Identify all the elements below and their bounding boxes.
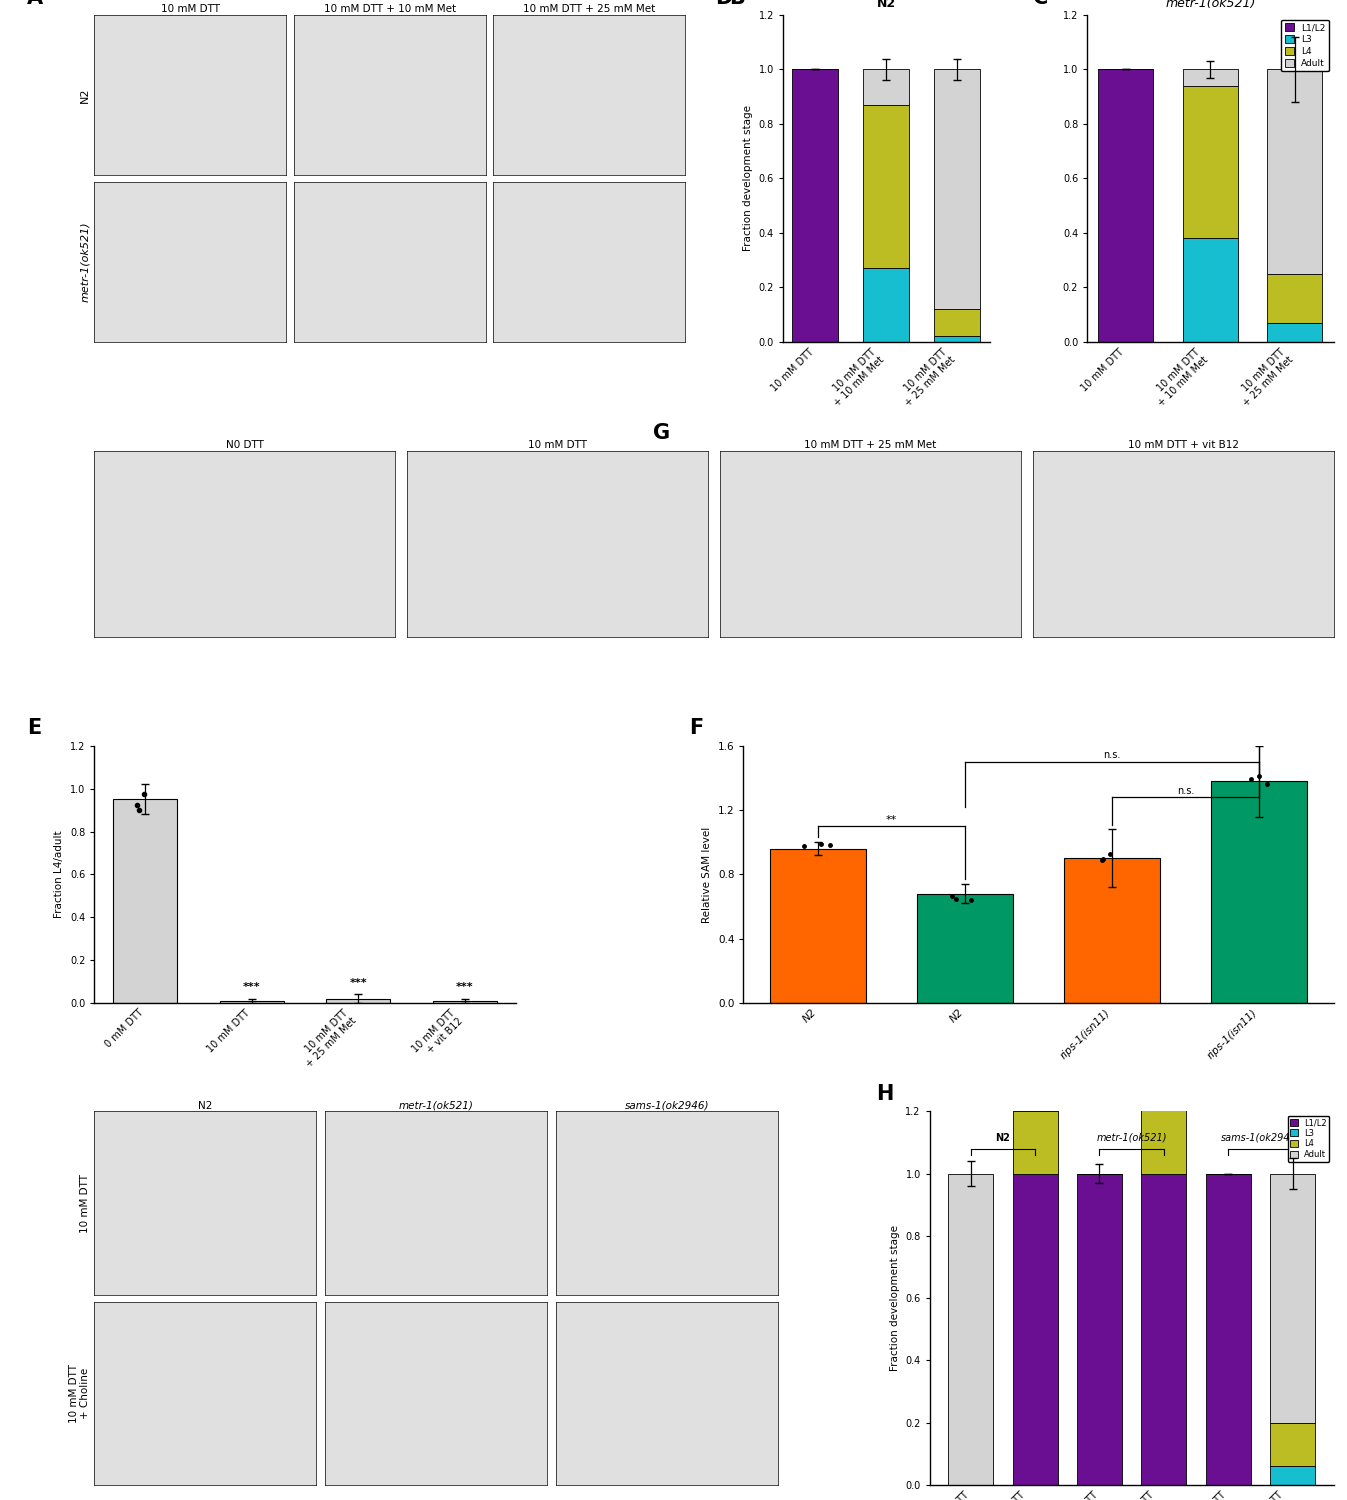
Title: N0 DTT: N0 DTT [226,440,264,450]
Title: N2: N2 [877,0,896,9]
Y-axis label: Relative SAM level: Relative SAM level [702,827,713,922]
Bar [935,69,981,309]
Legend: L1/L2, L3, L4, Adult: L1/L2, L3, L4, Adult [1281,20,1329,72]
Y-axis label: Fraction development stage: Fraction development stage [744,105,753,252]
Bar [1268,322,1323,342]
Bar [770,849,866,1004]
Text: C: C [1033,0,1048,8]
Title: sams-1(ok2946): sams-1(ok2946) [625,1101,709,1110]
Bar [863,105,909,268]
Bar [1183,238,1238,342]
Bar [1013,1112,1057,1173]
Title: metr-1(ok521): metr-1(ok521) [399,1101,473,1110]
Legend: L1/L2, L3, L4, Adult: L1/L2, L3, L4, Adult [1288,1116,1329,1161]
Text: metr-1(ok521): metr-1(ok521) [1096,1132,1167,1143]
Text: H: H [876,1084,893,1104]
Y-axis label: 10 mM DTT: 10 mM DTT [79,1173,90,1233]
Bar [1141,862,1187,1106]
Bar [1013,1173,1057,1485]
Bar [1211,782,1307,1004]
Title: metr-1(ok521): metr-1(ok521) [1165,0,1255,9]
Bar [1141,1173,1187,1485]
Bar [1270,1173,1315,1422]
Text: ***: *** [455,982,474,992]
Text: ***: *** [242,982,260,992]
Y-axis label: N2: N2 [79,87,90,104]
Bar [1183,86,1238,238]
Y-axis label: Fraction development stage: Fraction development stage [890,1226,900,1371]
Bar [935,309,981,336]
Y-axis label: 10 mM DTT
+ Choline: 10 mM DTT + Choline [69,1364,90,1424]
Bar [432,1000,497,1004]
Bar [1206,1173,1251,1485]
Y-axis label: metr-1(ok521): metr-1(ok521) [79,222,90,302]
Bar [1098,69,1153,342]
Text: G: G [652,423,669,442]
Bar [1268,274,1323,322]
Text: F: F [690,718,703,738]
Bar [1183,69,1238,86]
Title: 10 mM DTT: 10 mM DTT [528,440,587,450]
Title: N2: N2 [198,1101,213,1110]
Bar [1268,69,1323,274]
Title: 10 mM DTT + 10 mM Met: 10 mM DTT + 10 mM Met [323,4,455,13]
Bar [863,268,909,342]
Title: 10 mM DTT + vit B12: 10 mM DTT + vit B12 [1127,440,1239,450]
Bar [1270,1422,1315,1467]
Bar [1270,1467,1315,1485]
Title: 10 mM DTT + 25 mM Met: 10 mM DTT + 25 mM Met [804,440,936,450]
Text: B: B [729,0,745,8]
Text: sams-1(ok2946): sams-1(ok2946) [1220,1132,1300,1143]
Title: 10 mM DTT: 10 mM DTT [160,4,220,13]
Bar [326,999,391,1004]
Bar [113,800,178,1004]
Bar [863,69,909,105]
Bar [792,69,838,342]
Title: 10 mM DTT + 25 mM Met: 10 mM DTT + 25 mM Met [524,4,656,13]
Text: N2: N2 [995,1132,1010,1143]
Bar [220,1000,284,1004]
Bar [917,894,1013,1004]
Text: n.s.: n.s. [1103,750,1121,760]
Bar [1141,1106,1187,1173]
Bar [1076,1173,1122,1485]
Text: n.s.: n.s. [1177,786,1195,795]
Text: **: ** [886,815,897,825]
Bar [948,1173,993,1485]
Text: ***: *** [349,978,368,988]
Y-axis label: Fraction L4/adult: Fraction L4/adult [54,831,65,918]
Bar [1013,862,1057,1112]
Bar [1064,858,1160,1004]
Bar [935,336,981,342]
Text: A: A [27,0,43,8]
Text: D: D [715,0,733,8]
Text: E: E [27,718,42,738]
